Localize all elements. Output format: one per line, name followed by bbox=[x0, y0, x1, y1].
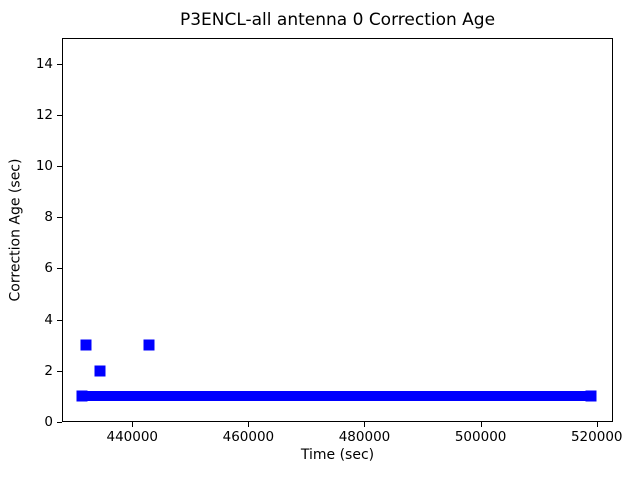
y-axis-label-text: Correction Age (sec) bbox=[7, 158, 23, 302]
y-tick-mark bbox=[57, 268, 62, 270]
y-tick-label: 2 bbox=[44, 362, 53, 379]
y-tick-mark bbox=[57, 114, 62, 116]
y-tick-label: 14 bbox=[35, 55, 53, 72]
dense-data-band bbox=[81, 391, 591, 402]
plot-area bbox=[62, 38, 613, 422]
x-axis-label: Time (sec) bbox=[300, 447, 375, 463]
y-tick-mark bbox=[57, 217, 62, 219]
x-tick-label: 520000 bbox=[570, 429, 623, 445]
x-tick-mark bbox=[364, 422, 366, 427]
y-tick-mark bbox=[57, 319, 62, 321]
y-tick-label: 6 bbox=[44, 260, 53, 277]
x-tick-mark bbox=[480, 422, 482, 427]
x-tick-mark bbox=[248, 422, 250, 427]
x-tick-mark bbox=[596, 422, 598, 427]
y-tick-mark bbox=[57, 422, 62, 423]
y-tick-mark bbox=[57, 63, 62, 65]
y-tick-mark bbox=[57, 370, 62, 372]
y-tick-label: 10 bbox=[35, 158, 53, 174]
x-tick-mark bbox=[132, 422, 134, 427]
y-tick-label: 0 bbox=[44, 414, 53, 430]
data-point-marker bbox=[80, 339, 92, 351]
data-point-marker bbox=[94, 365, 106, 377]
y-tick-label: 4 bbox=[44, 311, 53, 328]
x-tick-label: 460000 bbox=[222, 429, 275, 445]
x-tick-label: 480000 bbox=[338, 429, 391, 445]
x-tick-label: 500000 bbox=[454, 429, 507, 445]
y-axis-label: Correction Age (sec) bbox=[0, 38, 30, 422]
y-tick-label: 12 bbox=[35, 106, 53, 123]
x-tick-label: 440000 bbox=[106, 429, 159, 445]
chart-title: P3ENCL-all antenna 0 Correction Age bbox=[179, 10, 496, 30]
y-tick-mark bbox=[57, 166, 62, 167]
data-point-marker bbox=[585, 390, 597, 402]
data-point-marker bbox=[143, 339, 154, 351]
y-tick-label: 8 bbox=[44, 209, 53, 226]
